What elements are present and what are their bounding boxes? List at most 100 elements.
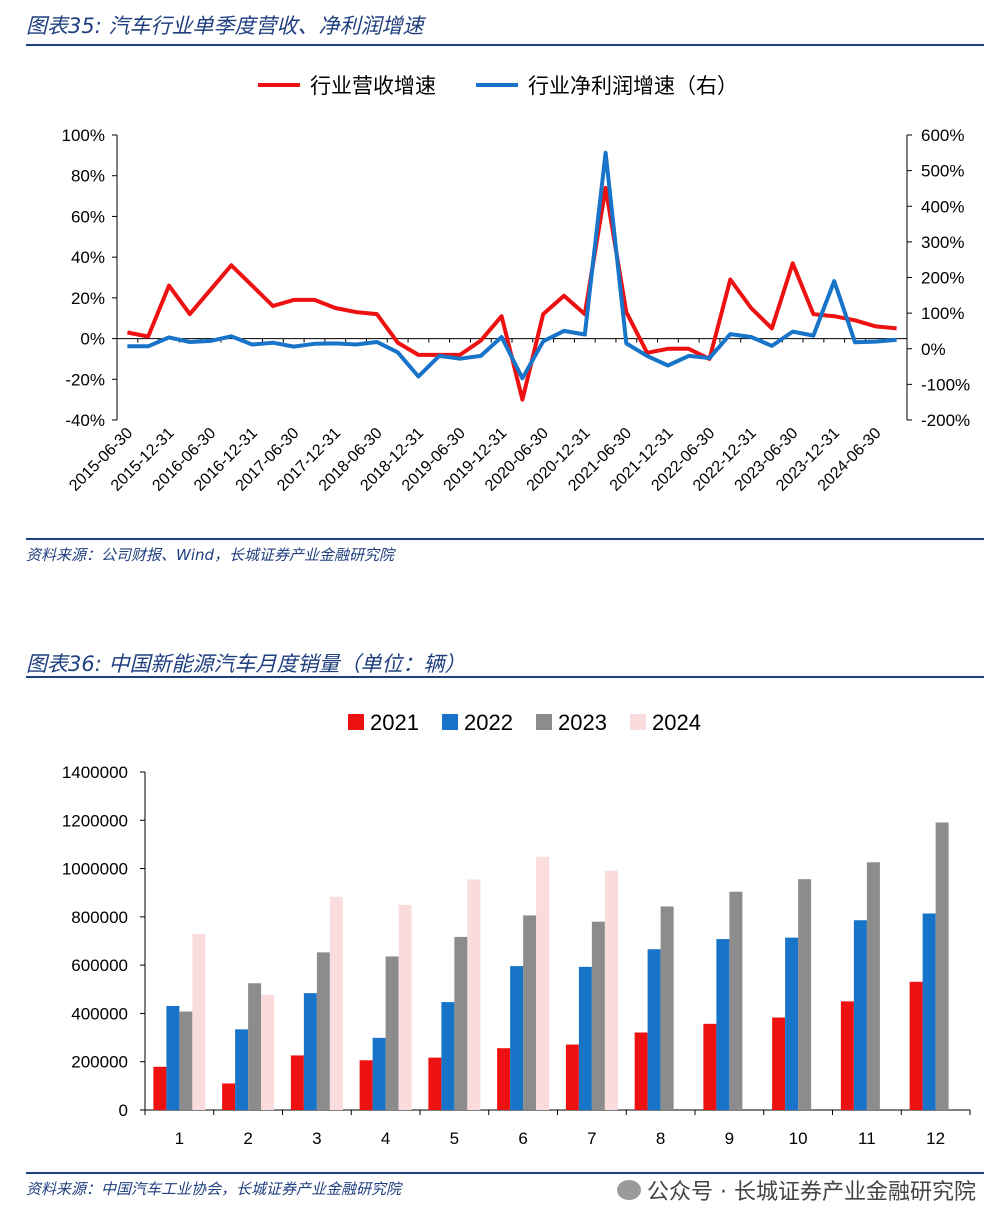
- bar-2022-3: [303, 993, 317, 1110]
- bar-2021-10: [772, 1017, 786, 1110]
- bar-2024-4: [398, 904, 412, 1110]
- chart1-title: 图表35: 汽车行业单季度营收、净利润增速: [26, 14, 424, 38]
- bar-2021-4: [359, 1060, 373, 1110]
- bar-2023-1: [179, 1011, 193, 1110]
- y-right-tick-label: 300%: [921, 233, 964, 252]
- chart2-title: 图表36: 中国新能源汽车月度销量（单位：辆）: [26, 652, 466, 676]
- y-right-tick-label: 600%: [921, 126, 964, 145]
- bar-2022-11: [853, 920, 867, 1110]
- y-left-tick-label: -20%: [65, 370, 105, 389]
- bar-2022-1: [166, 1005, 180, 1110]
- legend-label-2024: 2024: [652, 710, 701, 735]
- series-line-2: [127, 150, 897, 381]
- legend-swatch-2022: [442, 714, 458, 730]
- bar-2023-11: [866, 862, 880, 1110]
- bar-2024-5: [467, 879, 481, 1110]
- x-tick-label: 12: [926, 1129, 945, 1148]
- bar-2024-2: [261, 994, 275, 1110]
- watermark: 公众号 · 长城证券产业金融研究院: [617, 1174, 976, 1206]
- y-tick-label: 0: [119, 1101, 128, 1120]
- y-right-tick-label: 400%: [921, 197, 964, 216]
- y-tick-label: 800000: [71, 908, 128, 927]
- x-tick-label: 8: [656, 1129, 665, 1148]
- bar-2023-10: [798, 879, 812, 1110]
- bar-2022-7: [578, 966, 592, 1110]
- bar-2022-8: [647, 949, 661, 1110]
- series-line-1: [127, 185, 897, 402]
- bar-2022-9: [716, 939, 730, 1110]
- bar-2023-8: [660, 906, 674, 1110]
- bar-2023-4: [385, 956, 399, 1110]
- x-tick-label: 7: [587, 1129, 596, 1148]
- bar-2022-12: [922, 913, 936, 1110]
- y-left-tick-label: 40%: [71, 248, 105, 267]
- x-tick-label: 5: [450, 1129, 459, 1148]
- bar-2023-12: [935, 822, 949, 1110]
- bar-2023-2: [248, 983, 262, 1110]
- bar-2021-12: [909, 981, 923, 1110]
- y-tick-label: 400000: [71, 1004, 128, 1023]
- y-tick-label: 1200000: [62, 811, 128, 830]
- y-left-tick-label: 0%: [80, 330, 105, 349]
- x-tick-label: 4: [381, 1129, 390, 1148]
- bar-2021-8: [634, 1032, 648, 1110]
- y-tick-label: 1400000: [62, 763, 128, 782]
- chart2-plot: 2021 2022 2023 2024 0 200000 400000 600000 80000…: [62, 710, 971, 1148]
- wechat-icon: [617, 1180, 642, 1200]
- bar-2022-2: [235, 1029, 249, 1110]
- y-left-tick-label: 80%: [71, 167, 105, 186]
- bar-2024-1: [192, 933, 206, 1110]
- y-right-tick-label: -100%: [921, 375, 970, 394]
- chart2-source: 资料来源：中国汽车工业协会，长城证券产业金融研究院: [26, 1180, 402, 1198]
- y-left-tick-label: 20%: [71, 289, 105, 308]
- bar-2024-3: [329, 896, 343, 1110]
- legend-label-1: 行业营收增速: [310, 75, 436, 98]
- y-left-tick-label: -40%: [65, 411, 105, 430]
- legend-label-2: 行业净利润增速（右）: [528, 75, 738, 98]
- bar-2023-9: [729, 891, 743, 1110]
- chart1-source: 资料来源：公司财报、Wind，长城证券产业金融研究院: [26, 546, 395, 564]
- bar-2021-7: [565, 1044, 579, 1110]
- bar-2022-6: [510, 966, 524, 1110]
- bar-2021-6: [497, 1048, 511, 1110]
- bar-2024-7: [604, 870, 618, 1110]
- legend-label-2023: 2023: [558, 710, 607, 735]
- x-tick-label: 11: [858, 1129, 876, 1148]
- y-left-tick-label: 100%: [62, 126, 105, 145]
- x-tick-label: 3: [312, 1129, 321, 1148]
- legend-label-2021: 2021: [370, 710, 419, 735]
- legend-swatch-2021: [348, 714, 364, 730]
- y-tick-label: 200000: [71, 1053, 128, 1072]
- y-right-tick-label: 500%: [921, 162, 964, 181]
- x-tick-label: 6: [518, 1129, 527, 1148]
- legend-label-2022: 2022: [464, 710, 513, 735]
- bar-2021-11: [840, 1001, 854, 1110]
- legend-swatch-2024: [630, 714, 646, 730]
- bar-2021-3: [290, 1055, 304, 1110]
- legend-swatch-2023: [536, 714, 552, 730]
- chart1-plot: 行业营收增速 行业净利润增速（右） -40% -20% 0% 20% 40% 60% 80% 10…: [62, 75, 971, 495]
- chart2-source-rule: [26, 1172, 984, 1174]
- bar-2023-3: [316, 952, 330, 1110]
- bar-2023-6: [523, 915, 537, 1110]
- y-right-tick-label: 200%: [921, 269, 964, 288]
- y-left-tick-label: 60%: [71, 207, 105, 226]
- bar-2023-5: [454, 936, 468, 1110]
- bar-2022-10: [785, 937, 799, 1110]
- bar-2024-6: [536, 856, 550, 1110]
- bar-2022-5: [441, 1002, 455, 1110]
- bar-2021-1: [153, 1066, 167, 1110]
- x-tick-label: 10: [789, 1129, 808, 1148]
- watermark-text: 公众号 · 长城证券产业金融研究院: [647, 1180, 976, 1205]
- bar-2021-9: [703, 1023, 717, 1110]
- bar-2021-2: [222, 1083, 236, 1110]
- chart1-title-rule: [26, 44, 984, 46]
- y-tick-label: 1000000: [62, 860, 128, 879]
- y-right-tick-label: 0%: [921, 340, 946, 359]
- chart1-source-rule: [26, 538, 984, 540]
- bar-2022-4: [372, 1037, 386, 1110]
- x-tick-label: 1: [175, 1129, 184, 1148]
- y-tick-label: 600000: [71, 956, 128, 975]
- y-right-tick-label: -200%: [921, 411, 970, 430]
- bar-2023-7: [591, 921, 605, 1110]
